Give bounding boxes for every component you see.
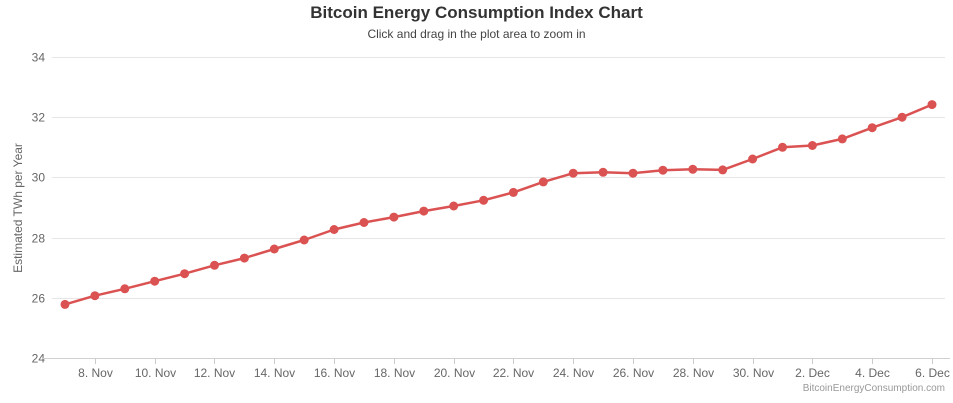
data-point-marker[interactable] [658, 165, 668, 175]
x-tick-label: 18. Nov [374, 366, 415, 380]
data-point-marker[interactable] [568, 168, 578, 178]
chart-subtitle: Click and drag in the plot area to zoom … [367, 27, 586, 41]
data-point-marker[interactable] [329, 225, 339, 234]
x-tick-label: 28. Nov [673, 366, 714, 380]
series-line [63, 103, 934, 306]
x-tick-label: 4. Dec [855, 366, 890, 380]
x-tick-label: 30. Nov [733, 366, 774, 380]
data-point-marker[interactable] [538, 177, 548, 187]
x-tick-label: 12. Nov [194, 366, 235, 380]
y-tick-label: 30 [32, 171, 46, 185]
data-point-marker[interactable] [628, 168, 638, 178]
y-tick-label: 34 [32, 51, 46, 65]
data-point-marker[interactable] [239, 253, 249, 263]
x-tick-label: 10. Nov [135, 366, 176, 380]
credits-link[interactable]: BitcoinEnergyConsumption.com [802, 383, 945, 394]
data-point-marker[interactable] [688, 164, 698, 174]
data-point-marker[interactable] [748, 154, 758, 164]
data-point-marker[interactable] [299, 235, 309, 245]
y-tick-label: 24 [32, 352, 46, 366]
data-point-marker[interactable] [897, 112, 907, 122]
data-point-marker[interactable] [718, 165, 728, 175]
data-point-marker[interactable] [269, 244, 279, 254]
data-point-marker[interactable] [60, 299, 70, 309]
data-point-marker[interactable] [419, 206, 429, 216]
data-point-marker[interactable] [867, 123, 877, 133]
data-point-marker[interactable] [807, 141, 817, 150]
x-tick-label: 2. Dec [795, 366, 830, 380]
data-point-marker[interactable] [449, 201, 459, 211]
y-tick-label: 32 [32, 111, 46, 125]
data-point-marker[interactable] [150, 276, 160, 286]
data-point-marker[interactable] [389, 212, 399, 222]
chart-title: Bitcoin Energy Consumption Index Chart [310, 3, 643, 22]
y-tick-label: 28 [32, 232, 46, 246]
x-tick-label: 8. Nov [78, 366, 113, 380]
data-point-marker[interactable] [837, 134, 847, 144]
data-point-marker[interactable] [927, 100, 937, 110]
data-point-marker[interactable] [120, 284, 130, 294]
data-point-marker[interactable] [359, 218, 369, 227]
data-point-marker[interactable] [778, 142, 787, 152]
x-tick-label: 16. Nov [314, 366, 355, 380]
x-tick-label: 26. Nov [613, 366, 654, 380]
data-point-marker[interactable] [180, 269, 190, 279]
data-point-marker[interactable] [598, 167, 608, 177]
data-point-marker[interactable] [479, 195, 489, 205]
x-tick-label: 24. Nov [553, 366, 594, 380]
y-tick-label: 26 [32, 292, 46, 306]
x-tick-label: 20. Nov [434, 366, 475, 380]
x-tick-label: 6. Dec [915, 366, 950, 380]
x-tick-label: 14. Nov [254, 366, 295, 380]
data-point-marker[interactable] [508, 187, 518, 197]
data-point-marker[interactable] [210, 260, 219, 270]
x-tick-label: 22. Nov [493, 366, 534, 380]
data-point-marker[interactable] [90, 291, 100, 301]
